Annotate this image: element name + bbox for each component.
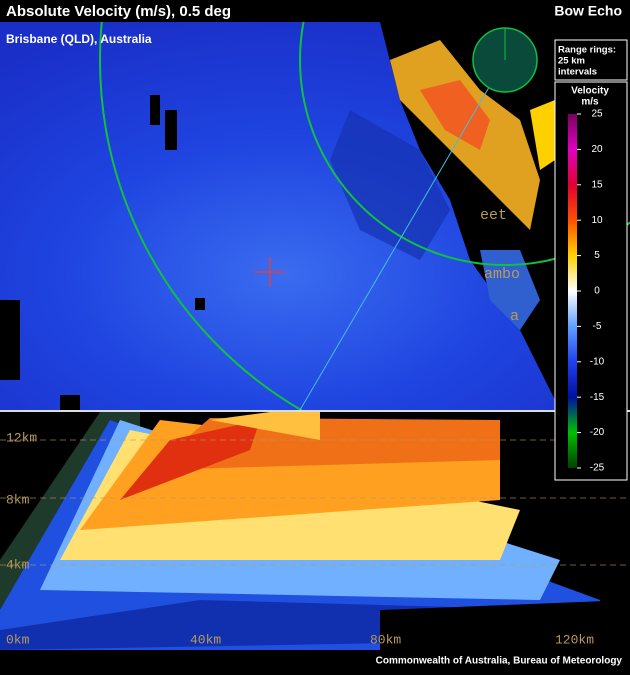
height-label: 8km: [6, 492, 30, 507]
place-label: a: [510, 308, 519, 325]
range-rings-text: intervals: [558, 67, 597, 78]
range-rings-text: 25 km: [558, 56, 585, 67]
colorbar-tick-label: -10: [590, 356, 605, 367]
range-rings-box: [554, 39, 628, 81]
event-label: Bow Echo: [554, 3, 622, 19]
map: [0, 22, 630, 410]
colorbar-tick-label: 5: [594, 250, 600, 261]
cross-section: [0, 412, 630, 650]
colorbar: Velocity m/s 25 20 15 10 5 0 -5 -10 -15 -20 -25: [554, 81, 628, 481]
colorbar-tick-label: -20: [590, 427, 605, 438]
location-label: Brisbane (QLD), Australia: [6, 32, 152, 46]
distance-label: 120km: [555, 632, 594, 647]
credit: Commonwealth of Australia, Bureau of Met…: [376, 656, 623, 667]
height-label: 4km: [6, 557, 30, 572]
colorbar-tick-label: 20: [591, 144, 603, 155]
height-label: 0km: [6, 632, 30, 647]
colorbar-tick-label: -15: [590, 392, 605, 403]
distance-label: 80km: [370, 632, 401, 647]
header-bar: [0, 0, 630, 22]
place-label: eet: [480, 207, 507, 224]
colorbar-title: Velocity: [571, 86, 609, 97]
colorbar-scale: [568, 114, 577, 468]
footer-bar: [0, 650, 630, 670]
distance-label: 40km: [190, 632, 221, 647]
colorbar-tick-label: -5: [593, 321, 602, 332]
colorbar-unit: m/s: [581, 97, 599, 108]
range-rings-text: Range rings:: [558, 45, 616, 56]
height-label: 12km: [6, 430, 37, 445]
place-label: ambo: [484, 266, 520, 283]
colorbar-tick-label: 25: [591, 109, 603, 120]
colorbar-tick-label: 10: [591, 215, 603, 226]
colorbar-tick-label: -25: [590, 463, 605, 474]
colorbar-tick-label: 0: [594, 286, 600, 297]
divider: [0, 410, 630, 412]
colorbar-tick-label: 15: [591, 179, 603, 190]
title: Absolute Velocity (m/s), 0.5 deg: [6, 3, 231, 20]
